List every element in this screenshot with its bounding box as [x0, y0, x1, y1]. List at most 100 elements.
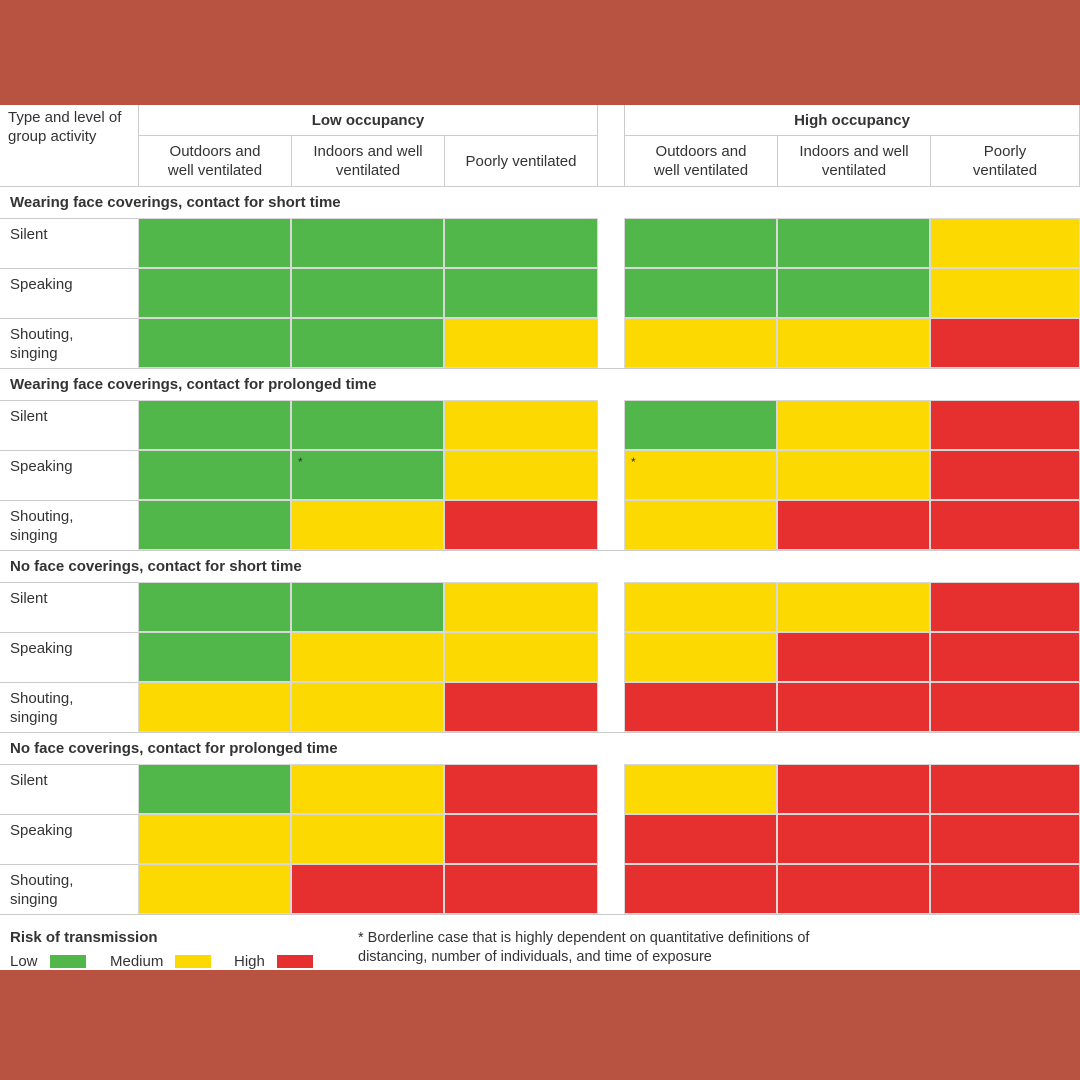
risk-cell [291, 682, 444, 732]
row-label-text: Shouting, singing [10, 690, 74, 726]
row-label-text: Shouting, singing [10, 326, 74, 362]
risk-cell [624, 682, 777, 732]
column-header: Indoors and well ventilated [291, 136, 444, 186]
risk-cell [624, 400, 777, 450]
section-title: Wearing face coverings, contact for prol… [0, 368, 1080, 400]
risk-cell [138, 450, 291, 500]
risk-cell [777, 400, 930, 450]
section-title: No face coverings, contact for prolonged… [0, 732, 1080, 764]
risk-cell [777, 632, 930, 682]
group-header: Low occupancy [138, 105, 598, 136]
row-label: Speaking [0, 632, 138, 682]
risk-cell [930, 268, 1080, 318]
borderline-note: * [298, 455, 303, 469]
row-label: Silent [0, 764, 138, 814]
risk-cell [777, 864, 930, 914]
risk-cell [291, 814, 444, 864]
risk-cell [777, 318, 930, 368]
section-title: No face coverings, contact for short tim… [0, 550, 1080, 582]
risk-cell [624, 864, 777, 914]
risk-cell [777, 268, 930, 318]
footnote: * Borderline case that is highly depende… [358, 930, 810, 965]
row-label: Shouting, singing [0, 318, 138, 368]
risk-cell [138, 268, 291, 318]
risk-cell [138, 814, 291, 864]
row-label: Silent [0, 400, 138, 450]
risk-cell [138, 632, 291, 682]
risk-cell [444, 450, 598, 500]
row-label: Silent [0, 582, 138, 632]
row-label-text: Speaking [10, 458, 73, 475]
row-label: Speaking [0, 268, 138, 318]
borderline-note: * [631, 455, 636, 469]
risk-cell [444, 814, 598, 864]
risk-cell [138, 864, 291, 914]
risk-cell [930, 318, 1080, 368]
risk-cell [444, 632, 598, 682]
risk-cell [624, 218, 777, 268]
risk-cell [291, 500, 444, 550]
row-label: Shouting, singing [0, 500, 138, 550]
risk-cell [930, 682, 1080, 732]
risk-cell [624, 268, 777, 318]
risk-cell [930, 450, 1080, 500]
risk-cell [930, 500, 1080, 550]
risk-cell [777, 500, 930, 550]
risk-table: Type and level of group activity Low occ… [0, 105, 1080, 970]
risk-cell [624, 582, 777, 632]
legend-title: Risk of transmission [10, 929, 158, 946]
column-header: Outdoors and well ventilated [138, 136, 291, 186]
risk-cell [777, 682, 930, 732]
risk-cell [291, 218, 444, 268]
legend-swatch [175, 955, 212, 968]
risk-cell [291, 268, 444, 318]
column-header: Outdoors and well ventilated [624, 136, 777, 186]
risk-cell [624, 764, 777, 814]
row-label: Speaking [0, 814, 138, 864]
risk-cell [138, 500, 291, 550]
row-label-text: Shouting, singing [10, 508, 74, 544]
legend-label: Medium [110, 953, 164, 970]
risk-cell [777, 764, 930, 814]
row-label-text: Silent [10, 590, 48, 607]
row-label: Shouting, singing [0, 682, 138, 732]
column-header: Poorly ventilated [444, 136, 598, 186]
legend-label: Low [10, 953, 38, 970]
legend-swatch [276, 955, 313, 968]
risk-cell [444, 764, 598, 814]
risk-cell [291, 764, 444, 814]
divider [0, 914, 1080, 915]
risk-cell [624, 500, 777, 550]
risk-cell [777, 218, 930, 268]
risk-cell [444, 268, 598, 318]
risk-cell [444, 682, 598, 732]
risk-cell [624, 318, 777, 368]
risk-cell: * [624, 450, 777, 500]
risk-cell [138, 582, 291, 632]
risk-cell [930, 764, 1080, 814]
risk-cell [624, 632, 777, 682]
risk-cell [291, 582, 444, 632]
section-title: Wearing face coverings, contact for shor… [0, 186, 1080, 218]
row-label-text: Shouting, singing [10, 872, 74, 908]
risk-cell [444, 400, 598, 450]
legend-swatch [49, 955, 86, 968]
risk-cell [444, 318, 598, 368]
risk-cell [291, 632, 444, 682]
risk-cell [138, 400, 291, 450]
risk-cell [624, 814, 777, 864]
risk-cell [291, 400, 444, 450]
legend-label: High [234, 953, 265, 970]
column-header: Indoors and well ventilated [777, 136, 930, 186]
row-label-text: Speaking [10, 822, 73, 839]
group-header: High occupancy [624, 105, 1080, 136]
row-label: Shouting, singing [0, 864, 138, 914]
risk-cell [138, 682, 291, 732]
risk-cell [777, 582, 930, 632]
row-label-text: Silent [10, 226, 48, 243]
risk-cell [930, 632, 1080, 682]
row-label-text: Silent [10, 408, 48, 425]
risk-cell [291, 318, 444, 368]
risk-cell [138, 318, 291, 368]
